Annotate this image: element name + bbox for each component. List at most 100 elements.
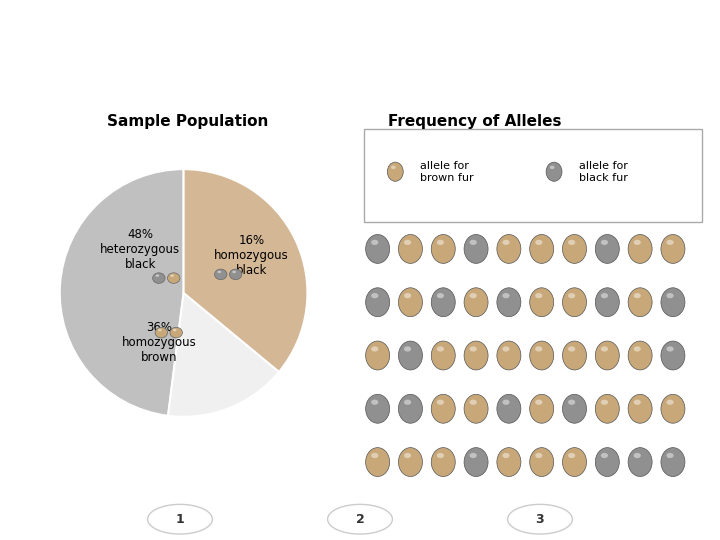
Ellipse shape — [634, 400, 641, 405]
Ellipse shape — [437, 293, 444, 298]
Ellipse shape — [431, 288, 455, 316]
Polygon shape — [0, 478, 720, 491]
Ellipse shape — [661, 394, 685, 423]
Text: 36%
homozygous
brown: 36% homozygous brown — [122, 321, 197, 364]
Ellipse shape — [156, 274, 159, 277]
Text: Sample Population: Sample Population — [107, 114, 268, 129]
Ellipse shape — [215, 269, 227, 280]
Ellipse shape — [530, 234, 554, 264]
Ellipse shape — [437, 240, 444, 245]
Ellipse shape — [634, 346, 641, 352]
Text: 48%
heterozygous
black: 48% heterozygous black — [100, 228, 180, 271]
Ellipse shape — [562, 394, 587, 423]
Ellipse shape — [562, 288, 587, 316]
Ellipse shape — [464, 234, 488, 264]
Ellipse shape — [562, 234, 587, 264]
Ellipse shape — [328, 504, 392, 534]
Ellipse shape — [404, 453, 411, 458]
Ellipse shape — [404, 400, 411, 405]
Ellipse shape — [667, 453, 674, 458]
Ellipse shape — [503, 293, 510, 298]
Ellipse shape — [230, 269, 242, 280]
Ellipse shape — [469, 240, 477, 245]
Ellipse shape — [171, 274, 174, 277]
Ellipse shape — [155, 327, 168, 338]
Ellipse shape — [366, 448, 390, 476]
Ellipse shape — [503, 240, 510, 245]
Ellipse shape — [217, 271, 221, 273]
Ellipse shape — [535, 346, 542, 352]
Ellipse shape — [404, 240, 411, 245]
Ellipse shape — [503, 400, 510, 405]
Ellipse shape — [437, 453, 444, 458]
Ellipse shape — [464, 341, 488, 370]
Ellipse shape — [398, 234, 423, 264]
Ellipse shape — [661, 234, 685, 264]
Ellipse shape — [497, 394, 521, 423]
Ellipse shape — [391, 166, 396, 169]
Ellipse shape — [508, 504, 572, 534]
Ellipse shape — [170, 327, 182, 338]
Ellipse shape — [550, 166, 554, 169]
Ellipse shape — [535, 240, 542, 245]
Ellipse shape — [372, 240, 378, 245]
Ellipse shape — [469, 453, 477, 458]
Ellipse shape — [667, 293, 674, 298]
Ellipse shape — [530, 394, 554, 423]
Ellipse shape — [437, 400, 444, 405]
Ellipse shape — [628, 234, 652, 264]
Ellipse shape — [667, 400, 674, 405]
Ellipse shape — [595, 448, 619, 476]
Ellipse shape — [398, 394, 423, 423]
Ellipse shape — [595, 341, 619, 370]
Ellipse shape — [497, 341, 521, 370]
FancyBboxPatch shape — [364, 129, 702, 222]
Ellipse shape — [535, 400, 542, 405]
Ellipse shape — [634, 240, 641, 245]
Ellipse shape — [404, 293, 411, 298]
Ellipse shape — [431, 448, 455, 476]
Ellipse shape — [431, 341, 455, 370]
Text: © Pearson Education, Inc.: © Pearson Education, Inc. — [596, 8, 706, 17]
Ellipse shape — [503, 453, 510, 458]
Ellipse shape — [431, 394, 455, 423]
Text: 3: 3 — [536, 512, 544, 526]
Wedge shape — [168, 293, 279, 417]
Ellipse shape — [568, 453, 575, 458]
Text: 16%
homozygous
black: 16% homozygous black — [215, 234, 289, 278]
Ellipse shape — [600, 400, 608, 405]
Ellipse shape — [530, 288, 554, 316]
Ellipse shape — [562, 448, 587, 476]
Text: Figure 16–2 Relative
Frequencies of Alleles: Figure 16–2 Relative Frequencies of Alle… — [230, 16, 506, 59]
Ellipse shape — [464, 288, 488, 316]
Wedge shape — [60, 169, 184, 416]
Ellipse shape — [372, 453, 378, 458]
Ellipse shape — [404, 346, 411, 352]
Ellipse shape — [661, 448, 685, 476]
Text: allele for
brown fur: allele for brown fur — [420, 161, 474, 183]
Text: Section 16-1: Section 16-1 — [101, 69, 179, 82]
Ellipse shape — [568, 400, 575, 405]
Ellipse shape — [568, 240, 575, 245]
Wedge shape — [184, 169, 307, 372]
Polygon shape — [0, 63, 720, 94]
Ellipse shape — [464, 448, 488, 476]
Ellipse shape — [568, 293, 575, 298]
Ellipse shape — [600, 453, 608, 458]
Ellipse shape — [562, 341, 587, 370]
Ellipse shape — [661, 341, 685, 370]
Ellipse shape — [628, 394, 652, 423]
Ellipse shape — [497, 288, 521, 316]
Ellipse shape — [173, 329, 176, 332]
Ellipse shape — [372, 346, 378, 352]
Ellipse shape — [431, 234, 455, 264]
Ellipse shape — [398, 288, 423, 316]
Ellipse shape — [600, 293, 608, 298]
Ellipse shape — [372, 293, 378, 298]
Ellipse shape — [469, 346, 477, 352]
Ellipse shape — [600, 240, 608, 245]
Ellipse shape — [464, 394, 488, 423]
Ellipse shape — [600, 346, 608, 352]
Ellipse shape — [437, 346, 444, 352]
Ellipse shape — [568, 346, 575, 352]
